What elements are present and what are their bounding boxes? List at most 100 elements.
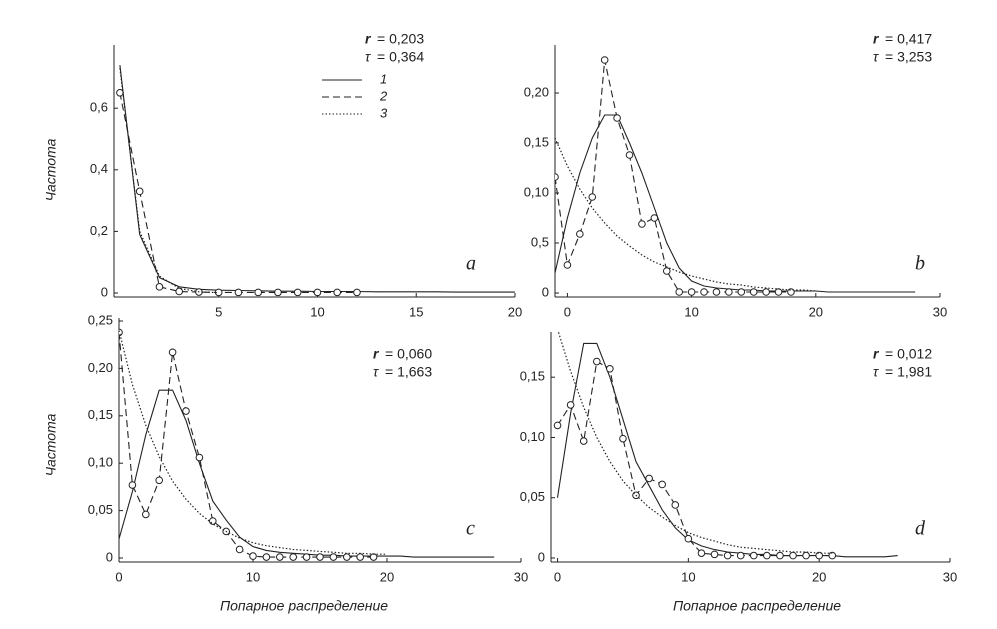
point xyxy=(802,551,810,560)
series-line xyxy=(119,330,387,555)
y-tick-label: 0,5 xyxy=(531,234,549,249)
series-line xyxy=(119,65,515,293)
point xyxy=(684,534,693,543)
y-tick-label: 0,15 xyxy=(88,407,113,422)
point xyxy=(316,553,324,561)
x-tick-label: 5 xyxy=(215,304,222,319)
x-tick-label: 10 xyxy=(684,304,698,319)
series-line xyxy=(119,389,495,558)
point xyxy=(313,288,322,297)
y-tick-label: 0,20 xyxy=(524,84,549,99)
point xyxy=(700,288,708,296)
point xyxy=(276,553,284,561)
y-tick-label: 0,15 xyxy=(524,134,549,149)
point xyxy=(600,56,609,64)
point xyxy=(155,476,163,485)
point xyxy=(566,401,575,409)
x-tick-label: 0 xyxy=(115,569,122,584)
stat-symbol: r xyxy=(373,346,380,362)
panel-label: c xyxy=(466,518,475,540)
point xyxy=(675,288,683,296)
point xyxy=(329,553,338,561)
point xyxy=(592,357,601,366)
point xyxy=(710,550,719,559)
stat-value: = 0,012 xyxy=(885,346,932,362)
point xyxy=(762,288,770,296)
point xyxy=(274,288,282,297)
panel-label: b xyxy=(915,253,925,275)
stat-value: = 0,364 xyxy=(377,49,424,65)
x-axis-label: Попарное распределение xyxy=(220,598,388,614)
stat-value: = 0,203 xyxy=(377,31,424,47)
point xyxy=(142,510,150,519)
panel: 0 0,2 0,4 0,6 5 10 15 20 r = 0,203 τ = 0,364 a Частот… xyxy=(43,31,523,320)
x-tick-label: 30 xyxy=(943,569,957,584)
point xyxy=(553,421,562,430)
point xyxy=(749,288,758,296)
point xyxy=(195,453,204,462)
plot-area xyxy=(119,328,495,561)
plot-area xyxy=(555,56,916,296)
y-tick-label: 0,6 xyxy=(90,100,108,115)
x-axis-label: Попарное распределение xyxy=(673,598,841,614)
series-line xyxy=(555,59,791,293)
point xyxy=(262,553,271,561)
panel-label: a xyxy=(466,253,476,275)
stat-value: = 0,060 xyxy=(385,346,432,362)
x-tick-label: 0 xyxy=(554,569,561,584)
point xyxy=(776,551,784,560)
point xyxy=(579,437,588,445)
panel: 0 0,05 0,10 0,15 0,20 0,25 0 10 20 30 r = 0,060 τ = 1… xyxy=(43,312,529,613)
point xyxy=(353,288,361,297)
y-tick-label: 0,15 xyxy=(520,369,545,384)
series-line xyxy=(557,332,833,554)
point xyxy=(619,434,627,443)
series-line xyxy=(119,332,374,558)
point xyxy=(175,287,183,296)
point xyxy=(168,348,177,357)
y-axis-label: Частота xyxy=(43,413,59,476)
point xyxy=(774,288,783,296)
x-tick-label: 10 xyxy=(246,569,260,584)
point xyxy=(723,551,732,560)
series-line xyxy=(555,137,816,292)
point xyxy=(249,552,257,560)
stat-symbol: τ xyxy=(873,364,879,380)
y-tick-label: 0,2 xyxy=(90,223,108,238)
point xyxy=(671,501,680,509)
stat-symbol: r xyxy=(365,31,372,47)
point xyxy=(563,261,572,269)
stat-symbol: τ xyxy=(365,49,371,65)
series-line xyxy=(555,114,916,293)
legend-label: 3 xyxy=(380,105,388,120)
series-line xyxy=(556,342,898,558)
point xyxy=(815,551,823,560)
point xyxy=(135,187,144,196)
point xyxy=(712,288,721,296)
point xyxy=(343,553,351,561)
stat-symbol: τ xyxy=(873,49,879,65)
point xyxy=(736,551,745,560)
y-tick-label: 0,10 xyxy=(88,455,113,470)
point xyxy=(333,288,342,297)
y-tick-label: 0,10 xyxy=(520,429,545,444)
point xyxy=(606,364,614,373)
x-tick-label: 15 xyxy=(409,304,423,319)
point xyxy=(235,545,244,554)
point xyxy=(356,553,365,561)
panel: 0 0,5 0,10 0,15 0,20 0 10 20 30 r = 0,417 τ = 3,253 b xyxy=(524,31,948,320)
y-tick-label: 0,20 xyxy=(88,360,113,375)
stat-value: = 3,253 xyxy=(885,49,932,65)
point xyxy=(687,288,696,296)
point xyxy=(650,214,659,222)
stat-symbol: τ xyxy=(373,364,379,380)
point xyxy=(119,328,123,337)
stat-value: = 0,417 xyxy=(885,31,932,47)
x-tick-label: 10 xyxy=(681,569,695,584)
point xyxy=(209,517,217,525)
point xyxy=(234,288,243,297)
stat-symbol: r xyxy=(873,31,880,47)
point xyxy=(289,553,298,561)
point xyxy=(828,551,837,560)
